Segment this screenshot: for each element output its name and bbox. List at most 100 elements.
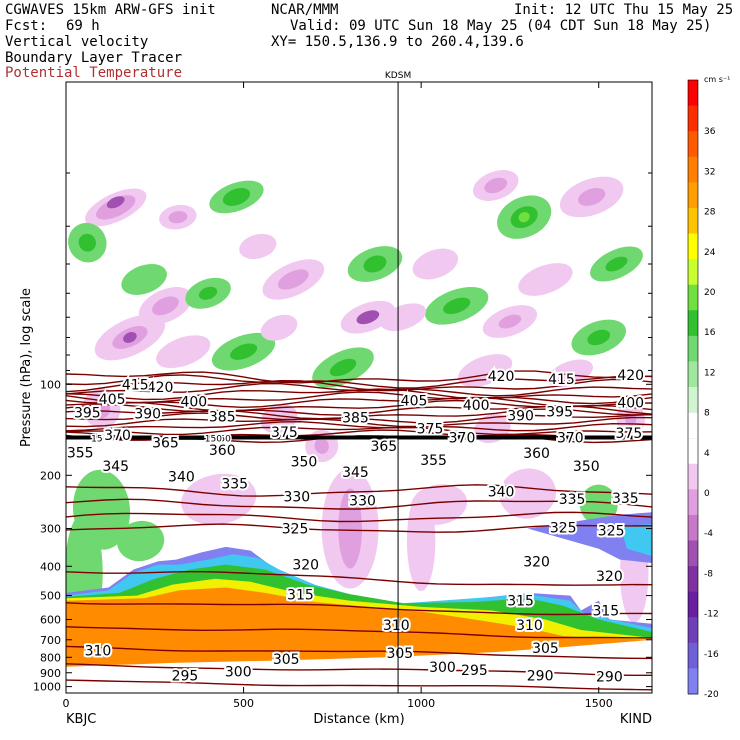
model-title: CGWAVES 15km ARW-GFS init: [5, 2, 216, 18]
isentrope-line: [66, 663, 652, 676]
x-tick-label: 0: [63, 697, 70, 710]
isentrope-line: [66, 626, 652, 639]
w-field-blob: [484, 177, 508, 194]
isentrope-line: [66, 498, 652, 510]
colorbar-swatch: [688, 80, 698, 107]
mid-station-label: KDSM: [385, 71, 411, 81]
w-field-blob: [277, 269, 309, 290]
isentrope-label: 355: [67, 445, 94, 461]
w-field-blob: [499, 468, 557, 519]
colorbar: 36 32 28 24 20 16 12 8 4 0 -4 -8 -12 -16 -20 cm s⁻¹: [687, 75, 730, 700]
isentrope-label: 325: [550, 521, 577, 537]
colorbar-swatch: [688, 668, 698, 695]
isentrope-label: 315: [507, 594, 534, 610]
colorbar-swatch: [688, 591, 698, 618]
isentrope-label: 335: [612, 491, 639, 507]
colorbar-label: 16: [704, 328, 716, 338]
isentrope-label: 405: [401, 393, 428, 409]
isentrope-label: 350: [573, 459, 600, 475]
forecast-label: Fcst:: [5, 18, 48, 34]
colorbar-swatch: [687, 438, 699, 465]
isentrope-label: 295: [461, 663, 488, 679]
right-station-label: KIND: [620, 712, 652, 727]
w-field-blob: [587, 329, 611, 346]
isentrope-label: 415: [548, 372, 575, 388]
colorbar-label: 32: [704, 167, 715, 177]
colorbar-swatch: [688, 131, 698, 158]
isentrope-label: 415: [122, 377, 149, 393]
colorbar-label: 4: [704, 449, 710, 459]
colorbar-swatch: [688, 617, 698, 644]
isentrope-label: 325: [598, 524, 625, 540]
isentrope-label: 360: [523, 446, 550, 462]
w-field-blob: [314, 438, 329, 454]
w-field-blob: [356, 310, 380, 325]
isentrope-label: 375: [616, 426, 643, 442]
isentrope-line: [66, 378, 652, 393]
isentrope-label: 400: [617, 396, 644, 412]
w-field-blob: [78, 233, 96, 252]
w-field-blob: [152, 296, 179, 316]
colorbar-label: 28: [704, 208, 716, 218]
isentrope-label: 370: [104, 428, 131, 444]
isentrope-label: 315: [287, 587, 314, 603]
valid-time: Valid: 09 UTC Sun 18 May 25 (04 CDT Sun …: [290, 18, 712, 34]
isentrope-line: [66, 523, 652, 533]
isentrope-label: 330: [349, 493, 376, 509]
x-tick-label: 500: [233, 697, 254, 710]
w-field-blob: [239, 233, 277, 260]
isentrope-label: 395: [546, 404, 573, 420]
w-field-blob: [222, 187, 251, 206]
tracer-blob-upper-cyan: [620, 524, 652, 557]
isentrope-label: 310: [85, 644, 112, 660]
isentrope-label: 345: [342, 465, 369, 481]
colorbar-unit: cm s⁻¹: [704, 75, 730, 84]
field-boundary-layer-tracer: Boundary Layer Tracer: [5, 50, 183, 66]
colorbar-swatch: [688, 259, 698, 286]
cross-section-xy: XY= 150.5,136.9 to 260.4,139.6: [271, 34, 524, 50]
w-field-blob: [498, 314, 522, 329]
isentrope-line: [66, 374, 652, 389]
y-tick-label: 100: [40, 378, 61, 391]
w-field-blob: [168, 211, 188, 224]
x-tick-label: 1500: [585, 697, 613, 710]
colorbar-label: -12: [704, 610, 719, 620]
isentrope-label: 420: [617, 368, 644, 384]
isentrope-label: 325: [282, 522, 309, 538]
isentrope-line: [66, 412, 652, 424]
w-field-blob: [156, 335, 211, 369]
isentrope-label: 400: [180, 394, 207, 410]
isentrope-label: 290: [527, 669, 554, 685]
isentrope-line: [66, 403, 652, 416]
isentrope-line: [66, 388, 652, 401]
isentrope-label: 350: [291, 454, 318, 470]
w-field-blob: [380, 303, 427, 332]
y-tick-label: 200: [40, 469, 61, 482]
y-axis-label: Pressure (hPa), log scale: [19, 288, 34, 447]
colorbar-swatch: [688, 182, 698, 209]
w-field-blob: [363, 255, 387, 273]
isentrope-line: [66, 420, 652, 432]
isentrope-label: 310: [516, 618, 543, 634]
x-tick-label: 1000: [407, 697, 435, 710]
init-time: Init: 12 UTC Thu 15 May 25: [514, 2, 734, 18]
isentrope-label: 395: [74, 406, 101, 422]
w-field-blob: [412, 248, 459, 280]
isentrope-label: 370: [449, 431, 476, 447]
field-potential-temperature: Potential Temperature: [5, 65, 183, 81]
isentrope-label: 320: [596, 569, 623, 585]
isentrope-label: 420: [147, 380, 174, 396]
tropopause-label: 150: [205, 435, 222, 445]
colorbar-swatch: [688, 105, 698, 132]
isentrope-label: 340: [488, 484, 515, 500]
isentrope-label: 300: [225, 664, 252, 680]
tropopause-label: 150: [214, 435, 231, 445]
isentrope-line: [66, 679, 652, 691]
isentrope-line: [66, 408, 652, 420]
colorbar-swatch: [688, 233, 698, 260]
w-field-blob: [121, 264, 167, 295]
colorbar-label: -4: [704, 529, 713, 539]
isentrope-label: 390: [507, 409, 534, 425]
isentrope-line: [66, 370, 652, 384]
